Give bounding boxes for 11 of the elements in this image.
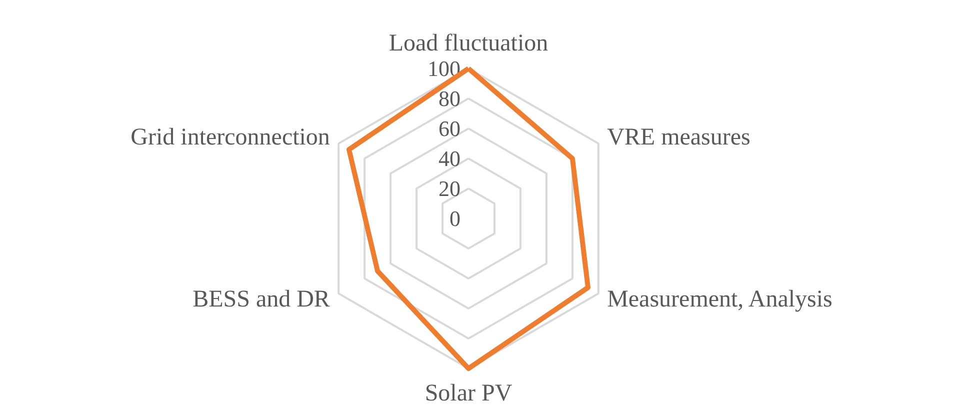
y-tick-label: 0 <box>450 206 460 231</box>
spoke-label: Solar PV <box>424 380 513 406</box>
y-tick-label: 80 <box>438 86 460 111</box>
y-tick-label: 20 <box>438 176 460 201</box>
spoke-label: Load fluctuation <box>388 30 548 56</box>
spoke-label: BESS and DR <box>192 286 330 312</box>
y-tick-label: 60 <box>438 116 460 141</box>
spoke-label: Grid interconnection <box>130 124 330 150</box>
spoke-label: Measurement, Analysis <box>607 286 832 312</box>
spoke-label: VRE measures <box>607 124 750 150</box>
y-tick-label: 40 <box>438 146 460 171</box>
